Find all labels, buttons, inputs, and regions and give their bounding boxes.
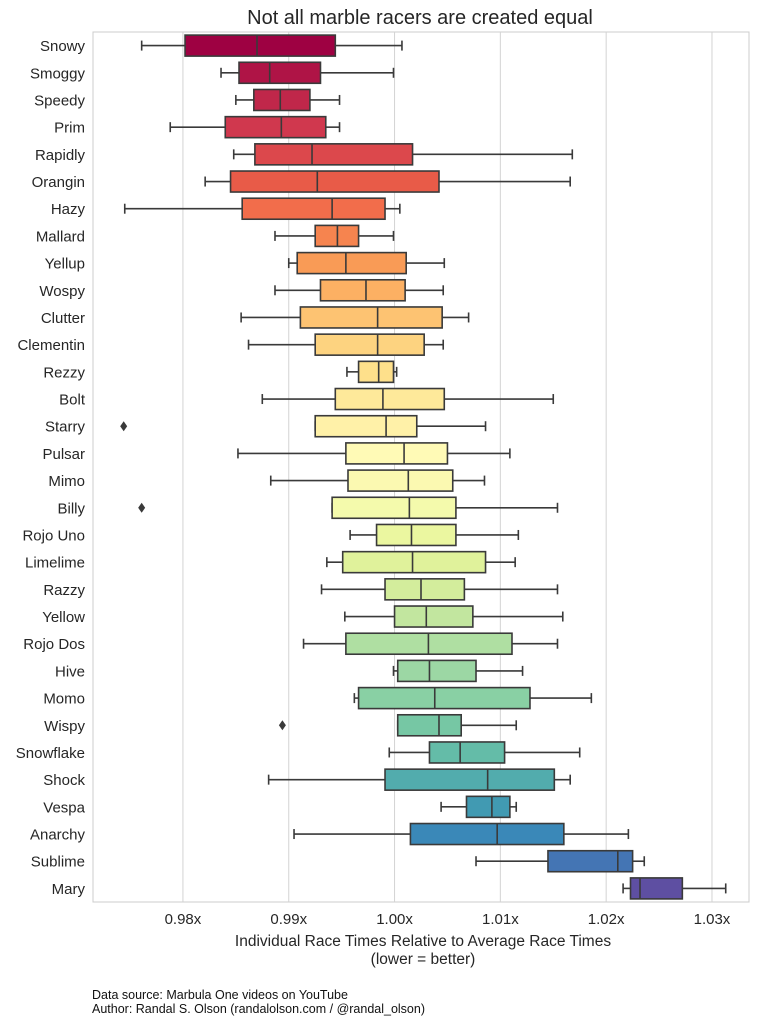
box-starry — [314, 414, 418, 438]
y-tick-label: Anarchy — [30, 827, 86, 844]
y-tick-label: Smoggy — [30, 65, 86, 82]
y-tick-label: Clementin — [17, 337, 85, 354]
box-vespa — [465, 795, 511, 819]
y-tick-label: Sublime — [31, 854, 85, 871]
y-tick-label: Snowy — [40, 38, 86, 55]
box-snowflake — [428, 741, 506, 764]
y-tick-label: Yellow — [42, 609, 85, 626]
chart-canvas: 0.98x 0.99x 1.00x 1.01x 1.02x 1.03x Snowy Smogg… — [16, 7, 750, 968]
box-prim — [224, 115, 327, 139]
y-tick-label: Speedy — [34, 92, 85, 109]
box-yellow — [393, 605, 474, 628]
box-rezzy — [357, 360, 395, 384]
y-tick-label: Snowflake — [16, 745, 85, 762]
y-tick-label: Hazy — [51, 201, 86, 218]
y-tick-label: Rojo Dos — [23, 636, 85, 653]
box-bolt — [334, 387, 446, 411]
y-tick-label: Rezzy — [43, 364, 85, 381]
box-clementin — [314, 333, 425, 356]
box-razzy — [384, 578, 466, 601]
y-tick-label: Vespa — [43, 799, 85, 816]
author-note: Author: Randal S. Olson (randalolson.com… — [92, 1002, 426, 1016]
chart-footer: Data source: Marbula One videos on YouTu… — [92, 988, 425, 1016]
box-billy — [331, 496, 457, 520]
box-wospy — [319, 278, 406, 302]
box-smoggy — [238, 61, 322, 85]
y-tick-label: Clutter — [41, 310, 85, 327]
x-tick-label: 0.98x — [165, 911, 202, 928]
y-tick-label: Starry — [45, 419, 86, 436]
box-speedy — [253, 88, 311, 112]
y-tick-label: Orangin — [32, 174, 85, 191]
y-tick-label: Mallard — [36, 228, 85, 245]
x-axis-label: Individual Race Times Relative to Averag… — [235, 933, 611, 950]
box-shock — [384, 768, 556, 791]
y-tick-label: Pulsar — [42, 446, 85, 463]
box-hazy — [241, 197, 386, 221]
y-tick-label: Razzy — [43, 582, 85, 599]
box-limelime — [341, 550, 487, 574]
box-rojo-uno — [375, 523, 457, 547]
y-tick-label: Billy — [57, 500, 85, 517]
box-rapidly — [254, 143, 414, 166]
y-tick-label: Mimo — [48, 473, 85, 490]
y-tick-label: Mary — [52, 881, 86, 898]
outlier-point — [138, 502, 146, 513]
x-tick-label: 0.99x — [270, 911, 307, 928]
box-mary — [629, 877, 684, 900]
outlier-point — [120, 421, 128, 432]
y-tick-label: Limelime — [25, 555, 85, 572]
data-source-note: Data source: Marbula One videos on YouTu… — [92, 988, 348, 1002]
box-anarchy — [409, 822, 565, 846]
box-snowy — [184, 34, 337, 57]
y-tick-label: Hive — [55, 663, 85, 680]
y-tick-label: Wospy — [39, 283, 85, 300]
y-tick-label: Prim — [54, 120, 85, 137]
y-tick-label: Wispy — [44, 718, 85, 735]
y-tick-label: Bolt — [59, 392, 86, 409]
x-tick-label: 1.01x — [482, 911, 519, 928]
y-tick-label: Rapidly — [35, 147, 86, 164]
box-mimo — [347, 469, 454, 492]
box-orangin — [229, 170, 440, 193]
box-hive — [396, 659, 477, 683]
y-tick-label: Yellup — [45, 256, 85, 273]
x-tick-label: 1.00x — [376, 911, 413, 928]
box-pulsar — [345, 442, 449, 465]
x-tick-label: 1.03x — [694, 911, 731, 928]
y-tick-label: Momo — [43, 691, 85, 708]
x-tick-label: 1.02x — [588, 911, 625, 928]
box-yellup — [296, 251, 407, 275]
y-tick-label: Rojo Uno — [22, 527, 85, 544]
y-tick-label: Shock — [43, 772, 85, 789]
outlier-point — [278, 720, 286, 731]
x-axis-label-note: (lower = better) — [371, 951, 476, 968]
box-clutter — [299, 306, 443, 329]
box-momo — [357, 686, 531, 710]
chart-title: Not all marble racers are created equal — [247, 7, 593, 29]
box-sublime — [547, 849, 634, 873]
box-wispy — [396, 713, 463, 737]
